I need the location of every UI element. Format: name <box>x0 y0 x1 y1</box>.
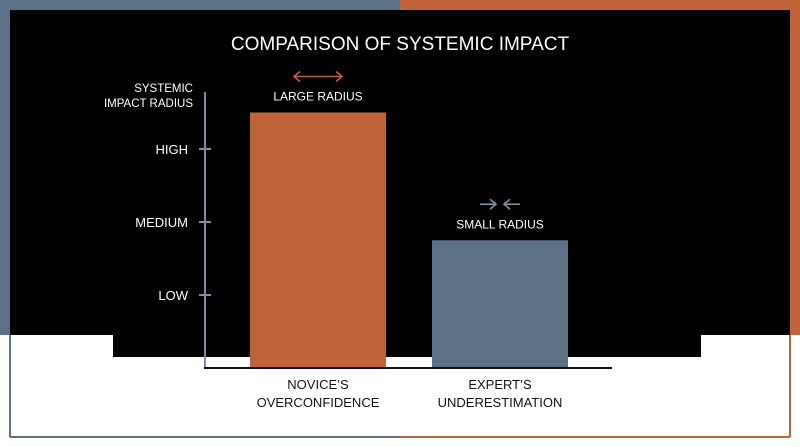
bar-novice <box>250 112 386 367</box>
x-tick-label-novice-line-2: OVERCONFIDENCE <box>257 395 380 410</box>
black-panel <box>10 10 790 335</box>
y-axis-label-line-2: IMPACT RADIUS <box>104 98 193 110</box>
chart-title: COMPARISON OF SYSTEMIC IMPACT <box>231 34 570 55</box>
y-tick-label-medium: MEDIUM <box>135 215 188 230</box>
annotation-large-radius: LARGE RADIUS <box>273 90 362 104</box>
annotation-small-radius: SMALL RADIUS <box>456 217 544 231</box>
x-tick-label-novice-line-1: NOVICE’S <box>287 377 349 392</box>
y-tick-label-low: LOW <box>158 288 188 303</box>
black-panel-foot <box>113 334 701 357</box>
y-axis-label-line-1: SYSTEMIC <box>134 83 193 95</box>
arrows-outward-icon <box>292 70 344 83</box>
y-tick-label-high: HIGH <box>156 142 189 157</box>
arrows-inward-icon <box>480 198 520 210</box>
x-tick-label-expert-line-2: UNDERESTIMATION <box>438 395 563 410</box>
x-tick-label-expert-line-1: EXPERT’S <box>468 377 532 392</box>
bar-expert <box>432 240 568 367</box>
